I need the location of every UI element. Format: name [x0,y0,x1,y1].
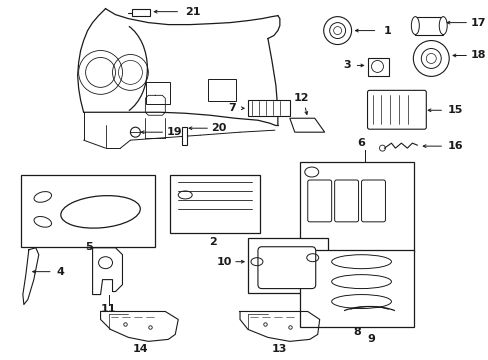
Bar [146,82,170,104]
FancyBboxPatch shape [361,180,385,222]
Text: 6: 6 [357,138,365,148]
Text: 7: 7 [228,103,235,113]
Text: 11: 11 [101,305,116,315]
Bar [414,17,442,35]
Bar [21,175,155,247]
Text: 20: 20 [211,123,226,133]
Text: 12: 12 [293,93,309,103]
Text: 3: 3 [343,60,351,71]
Circle shape [421,49,440,68]
Text: 1: 1 [383,26,390,36]
Text: 5: 5 [84,242,92,252]
Text: 15: 15 [447,105,462,115]
FancyBboxPatch shape [258,247,315,289]
Bar [247,100,289,116]
Ellipse shape [438,17,447,35]
Text: 9: 9 [367,334,375,345]
Bar [299,162,413,252]
Circle shape [329,23,345,39]
Text: 10: 10 [216,257,231,267]
Bar [132,9,150,15]
Bar [170,175,260,233]
Text: 16: 16 [447,141,462,151]
Bar [367,58,388,76]
Bar [299,250,413,328]
Text: 8: 8 [353,327,361,337]
Text: 17: 17 [469,18,485,28]
Ellipse shape [410,17,419,35]
Text: 19: 19 [166,127,182,137]
FancyBboxPatch shape [334,180,358,222]
FancyBboxPatch shape [307,180,331,222]
Circle shape [323,17,351,45]
Text: 14: 14 [132,345,148,354]
Bar [369,92,424,127]
Polygon shape [289,118,324,132]
Text: 13: 13 [272,345,287,354]
Text: 21: 21 [185,6,201,17]
Bar [208,80,236,101]
Bar [182,127,187,145]
Circle shape [412,41,448,76]
Text: 18: 18 [469,50,485,60]
Text: 2: 2 [209,237,217,247]
Text: 4: 4 [57,267,64,276]
Bar [247,238,327,293]
FancyBboxPatch shape [367,90,426,129]
